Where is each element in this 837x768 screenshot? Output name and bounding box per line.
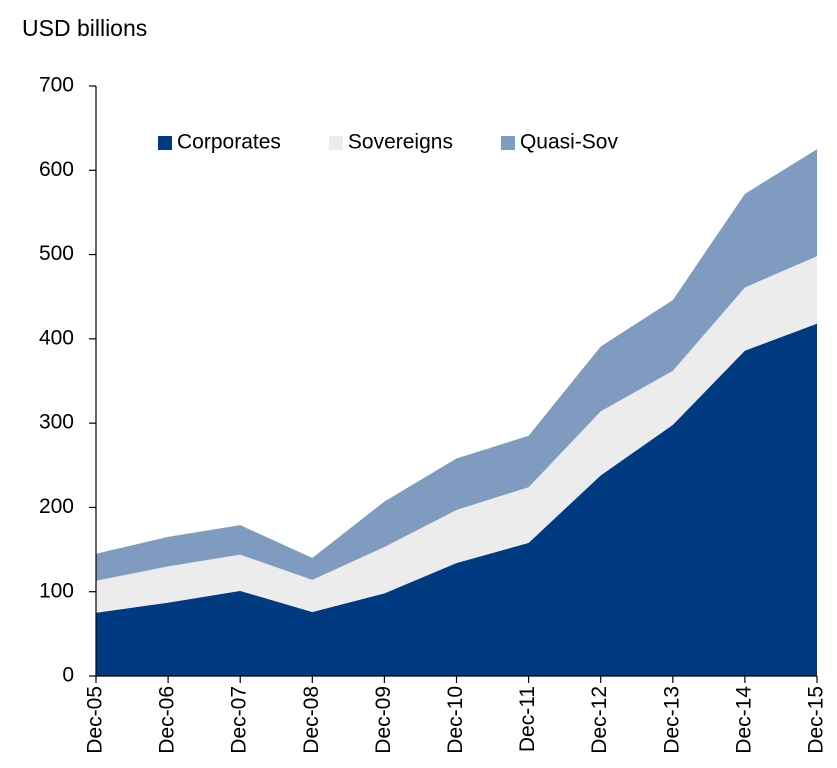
area — [96, 256, 817, 613]
x-tick-label: Dec-13 — [660, 686, 683, 754]
legend-label: Sovereigns — [348, 131, 453, 154]
x-tick-label: Dec-08 — [300, 686, 323, 754]
y-tick-label: 400 — [39, 326, 74, 349]
legend-swatch — [500, 136, 515, 150]
x-tick-label: Dec-12 — [588, 686, 611, 754]
legend-label: Quasi-Sov — [520, 131, 619, 154]
area — [96, 323, 817, 676]
x-tick-label: Dec-10 — [444, 686, 467, 754]
y-tick-label: 200 — [39, 495, 74, 518]
x-tick-label: Dec-15 — [805, 686, 828, 754]
legend-swatch — [158, 136, 172, 150]
y-tick-label: 500 — [39, 242, 74, 265]
x-tick-label: Dec-07 — [228, 686, 251, 754]
x-tick-label: Dec-11 — [516, 686, 539, 752]
x-tick-label: Dec-14 — [732, 686, 755, 754]
y-tick-label: 600 — [39, 158, 74, 181]
x-tick-label: Dec-09 — [372, 686, 395, 754]
x-tick-label: Dec-06 — [156, 686, 179, 754]
y-tick-label: 700 — [39, 74, 74, 97]
y-tick-label: 300 — [39, 411, 74, 434]
legend-swatch — [328, 136, 343, 150]
y-tick-label: 100 — [39, 579, 74, 602]
chart-title: USD billions — [22, 15, 147, 41]
area — [96, 149, 817, 581]
x-tick-label: Dec-05 — [84, 686, 107, 754]
legend-label: Corporates — [177, 131, 281, 154]
y-tick-label: 0 — [62, 664, 74, 687]
